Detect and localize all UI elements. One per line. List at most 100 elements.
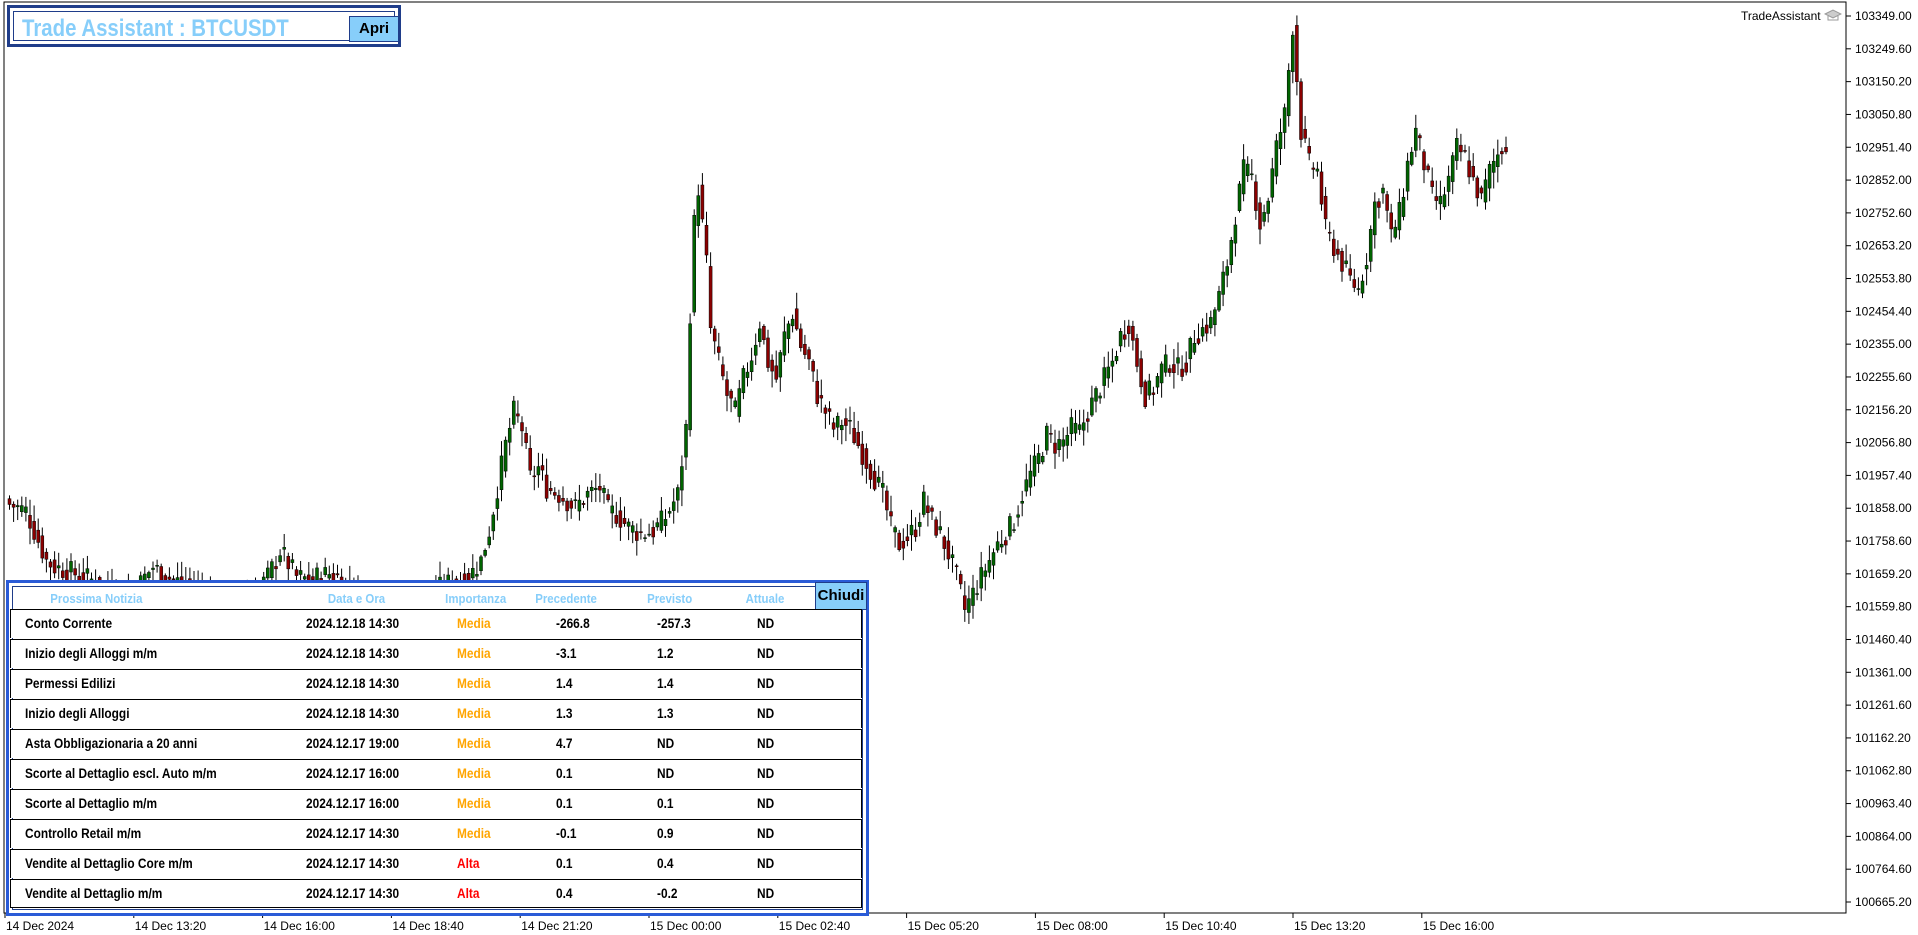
bearish-candle (856, 432, 860, 447)
cell-importance: Alta (457, 856, 480, 871)
bullish-candle (1073, 422, 1078, 434)
time-tick-label: 15 Dec 10:40 (1165, 919, 1237, 933)
bullish-candle (278, 555, 282, 563)
bullish-candle (967, 598, 971, 613)
bearish-candle (1418, 135, 1422, 139)
cell-actual: ND (757, 826, 775, 841)
bearish-candle (1500, 151, 1504, 155)
bullish-candle (585, 490, 590, 498)
bullish-candle (1450, 155, 1455, 182)
bearish-candle (827, 408, 832, 412)
price-tick-label: 100764.60 (1855, 862, 1912, 876)
bullish-candle (1147, 380, 1152, 396)
time-tick-label: 14 Dec 2024 (6, 919, 74, 933)
cell-previous: 1.3 (556, 706, 573, 721)
bearish-candle (1139, 358, 1143, 388)
open-button[interactable]: Apri (349, 16, 399, 42)
bearish-candle (799, 328, 803, 348)
bullish-candle (536, 466, 541, 476)
bullish-candle (1012, 529, 1016, 531)
bearish-candle (1471, 166, 1475, 178)
bullish-candle (1344, 260, 1348, 265)
bullish-candle (1438, 195, 1443, 205)
cell-importance: Media (457, 736, 491, 751)
cell-date: 2024.12.17 14:30 (306, 886, 400, 901)
bullish-candle (663, 519, 668, 526)
bearish-candle (553, 492, 557, 496)
bullish-candle (696, 195, 701, 226)
bearish-candle (1336, 248, 1340, 255)
bearish-candle (1389, 212, 1393, 230)
cell-forecast: 0.9 (657, 826, 674, 841)
bearish-candle (1430, 180, 1434, 187)
bearish-candle (860, 443, 865, 465)
price-tick-label: 101758.60 (1855, 534, 1912, 548)
bullish-candle (1282, 107, 1287, 133)
bullish-candle (979, 567, 983, 589)
bearish-candle (1459, 144, 1463, 153)
bearish-candle (885, 490, 889, 511)
cell-previous: 1.4 (556, 676, 573, 691)
bearish-candle (532, 475, 537, 478)
cell-importance: Media (457, 676, 491, 691)
bullish-candle (893, 527, 897, 533)
bullish-candle (1213, 309, 1217, 325)
bullish-candle (749, 360, 754, 372)
cell-name: Controllo Retail m/m (25, 826, 142, 841)
bearish-candle (930, 507, 934, 512)
bullish-candle (1159, 363, 1164, 384)
bullish-candle (995, 541, 1000, 551)
bullish-candle (1098, 395, 1102, 399)
bearish-candle (569, 500, 573, 509)
price-tick-label: 101162.20 (1855, 731, 1911, 745)
bullish-candle (1250, 173, 1254, 176)
bearish-candle (516, 413, 520, 417)
bullish-candle (733, 400, 737, 408)
bullish-candle (1274, 140, 1279, 177)
time-tick-label: 15 Dec 13:20 (1294, 919, 1366, 933)
bullish-candle (1057, 439, 1061, 451)
bullish-candle (1102, 367, 1106, 386)
close-button[interactable]: Chiudi (815, 582, 867, 610)
bullish-candle (1270, 168, 1275, 198)
cell-date: 2024.12.18 14:30 (306, 616, 400, 631)
bearish-candle (1475, 177, 1480, 199)
news-table: Conto Corrente 2024.12.18 14:30 Media -2… (10, 608, 862, 908)
bullish-candle (1360, 280, 1365, 294)
bearish-candle (1307, 146, 1311, 154)
cell-actual: ND (757, 616, 775, 631)
bearish-candle (934, 519, 938, 536)
cell-actual: ND (757, 706, 775, 721)
bearish-candle (844, 418, 848, 426)
price-tick-label: 103050.80 (1855, 107, 1912, 121)
price-tick-label: 101261.60 (1855, 698, 1912, 712)
cell-actual: ND (757, 646, 775, 661)
price-tick-label: 101957.40 (1855, 468, 1912, 482)
bullish-candle (1455, 138, 1459, 161)
bullish-candle (688, 323, 692, 431)
bearish-candle (528, 448, 532, 471)
indicator-label: TradeAssistant (1741, 9, 1821, 23)
bullish-candle (876, 476, 881, 483)
bullish-candle (643, 537, 647, 539)
bearish-candle (171, 578, 176, 581)
bullish-candle (20, 505, 24, 513)
table-row: Vendite al Dettaglio m/m 2024.12.17 14:3… (10, 879, 862, 908)
bearish-candle (32, 521, 36, 540)
bearish-candle (1377, 201, 1381, 208)
bearish-candle (565, 500, 569, 512)
bullish-candle (741, 368, 746, 394)
bearish-candle (770, 359, 774, 372)
bearish-candle (548, 488, 553, 491)
cell-name: Conto Corrente (25, 616, 113, 631)
bullish-candle (512, 400, 516, 425)
bullish-candle (1118, 331, 1123, 347)
cell-previous: 4.7 (556, 736, 573, 751)
bullish-candle (151, 567, 155, 570)
bearish-candle (1426, 165, 1430, 171)
bearish-candle (725, 379, 729, 396)
bullish-candle (1114, 356, 1119, 362)
title-panel: Trade Assistant : BTCUSDT Apri (7, 5, 401, 47)
cell-name: Vendite al Dettaglio Core m/m (25, 856, 193, 871)
bullish-candle (676, 487, 680, 501)
